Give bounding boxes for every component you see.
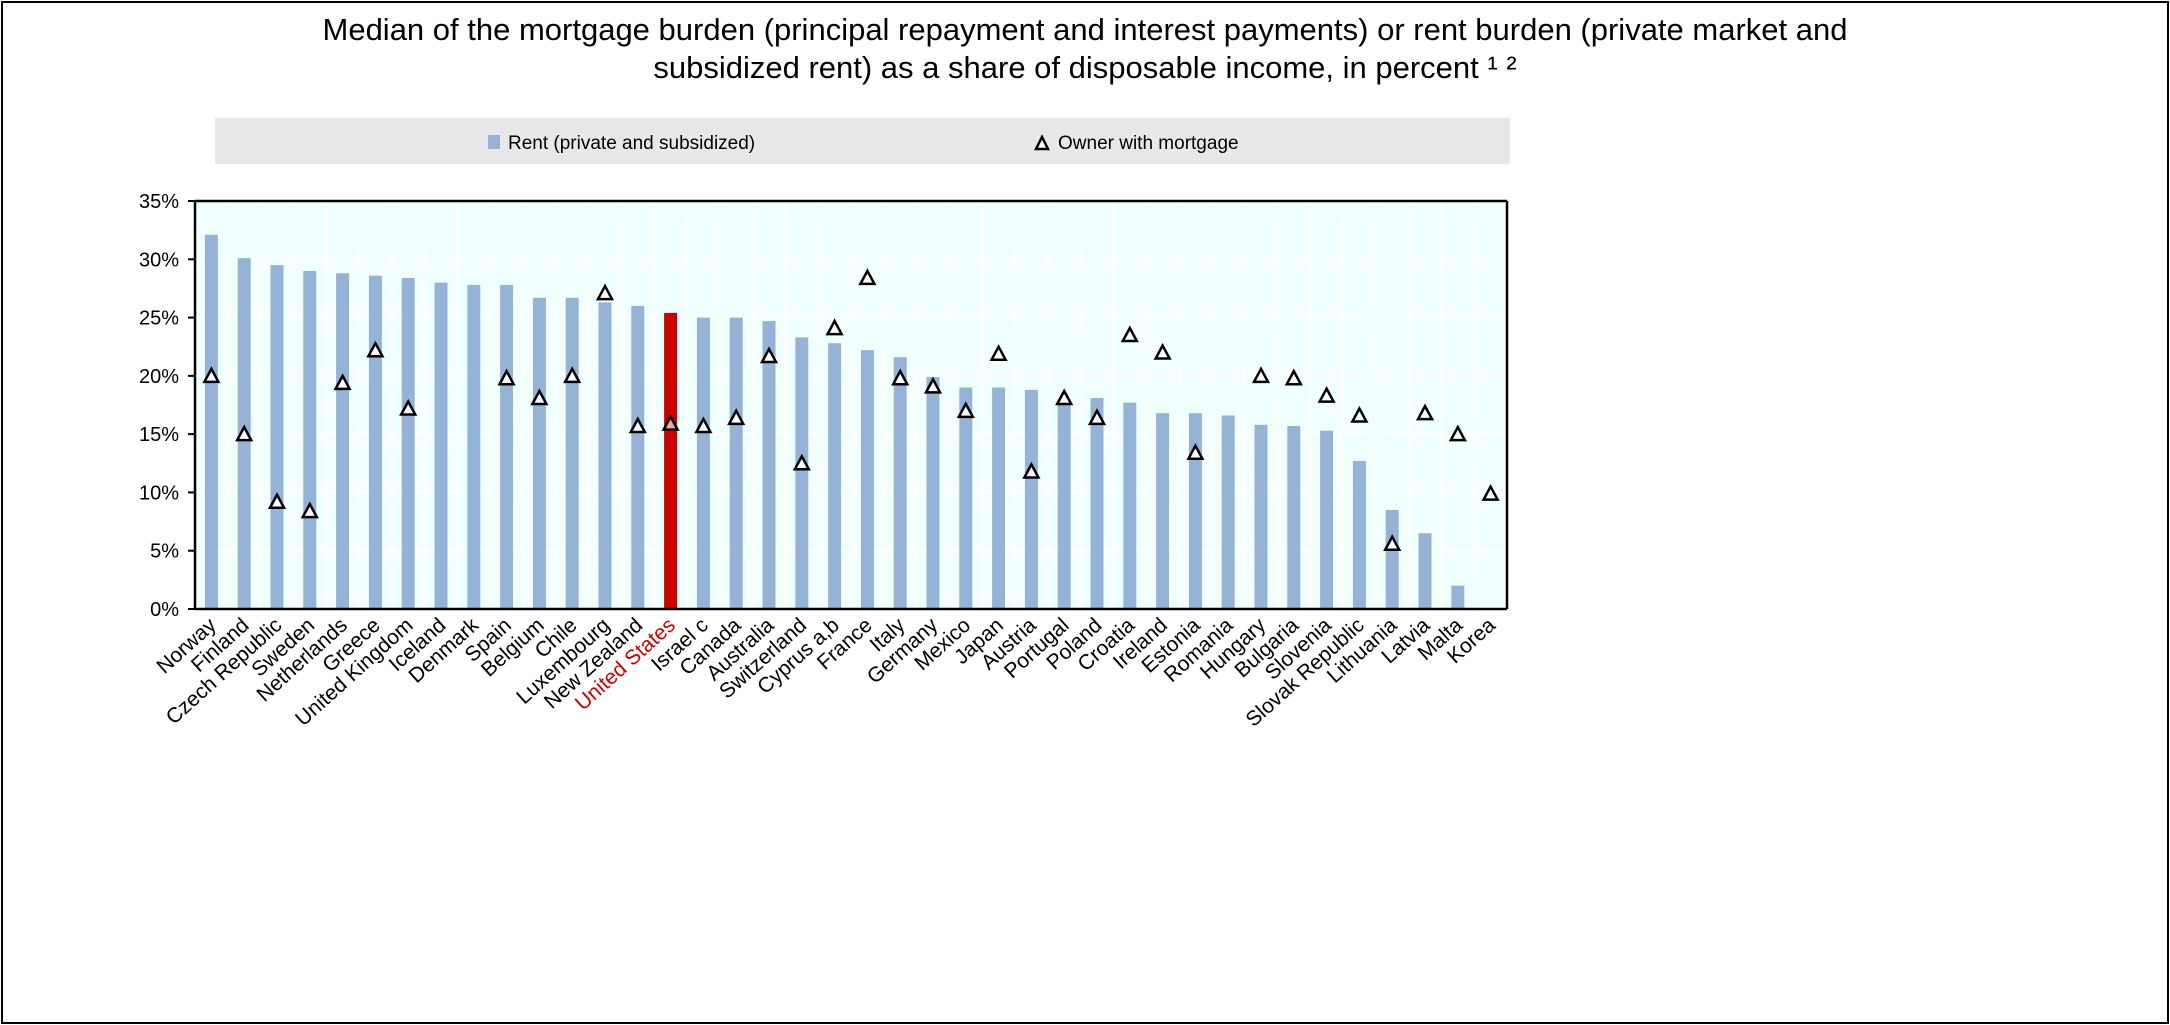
bar bbox=[434, 282, 448, 609]
bar bbox=[959, 387, 973, 609]
triangle-marker bbox=[267, 492, 287, 510]
bar bbox=[860, 350, 874, 609]
triangle-marker bbox=[825, 318, 844, 336]
bar bbox=[1188, 413, 1202, 609]
bar bbox=[762, 321, 776, 609]
triangle-marker bbox=[497, 368, 516, 386]
bar bbox=[303, 270, 317, 609]
triangle-marker bbox=[661, 414, 680, 431]
bar bbox=[1254, 424, 1268, 609]
triangle-marker bbox=[1251, 366, 1271, 384]
triangle-marker bbox=[530, 388, 549, 406]
bar bbox=[1320, 430, 1334, 609]
chart-title-line-1: Median of the mortgage burden (principal… bbox=[323, 12, 1848, 47]
bar bbox=[1287, 425, 1301, 609]
bar bbox=[1418, 533, 1432, 609]
y-tick-label: 15% bbox=[139, 424, 179, 446]
bar bbox=[1385, 509, 1399, 609]
triangle-marker bbox=[1350, 405, 1369, 423]
bar bbox=[204, 234, 218, 609]
bar bbox=[1451, 585, 1465, 609]
y-tick-label: 0% bbox=[150, 599, 179, 621]
triangle-marker bbox=[1383, 534, 1402, 551]
triangle-marker bbox=[956, 401, 975, 419]
bar bbox=[696, 317, 710, 609]
bar bbox=[631, 305, 645, 609]
triangle-marker bbox=[1186, 443, 1205, 461]
bar bbox=[1221, 415, 1235, 609]
triangle-marker bbox=[858, 268, 877, 286]
triangle-marker bbox=[923, 376, 943, 394]
triangle-marker bbox=[1448, 424, 1467, 442]
legend-box bbox=[215, 118, 1510, 164]
legend-swatch-rent bbox=[488, 135, 500, 149]
triangle-marker bbox=[366, 340, 385, 358]
y-tick-label: 30% bbox=[139, 249, 179, 271]
triangle-marker bbox=[1284, 368, 1303, 386]
bar bbox=[926, 377, 940, 609]
triangle-marker bbox=[989, 344, 1008, 361]
bar bbox=[1123, 402, 1137, 609]
bar bbox=[1057, 399, 1071, 609]
triangle-marker bbox=[727, 408, 746, 426]
bar bbox=[992, 387, 1006, 609]
bar bbox=[565, 297, 579, 609]
triangle-marker bbox=[1317, 386, 1336, 403]
bar bbox=[795, 337, 809, 609]
triangle-marker bbox=[891, 368, 910, 386]
bar bbox=[500, 284, 514, 609]
triangle-marker bbox=[202, 366, 221, 384]
bar bbox=[270, 265, 284, 609]
y-tick-label: 10% bbox=[139, 482, 179, 504]
triangle-marker bbox=[563, 366, 582, 384]
triangle-marker bbox=[300, 501, 319, 519]
triangle-marker bbox=[1415, 403, 1435, 421]
legend-label-mortgage: Owner with mortgage bbox=[1058, 133, 1239, 154]
triangle-marker bbox=[1120, 325, 1139, 343]
triangle-marker bbox=[595, 283, 615, 301]
triangle-marker bbox=[1481, 483, 1500, 501]
triangle-marker bbox=[628, 416, 647, 434]
triangle-marker bbox=[1022, 461, 1041, 479]
y-tick-label: 20% bbox=[139, 366, 179, 388]
bar bbox=[828, 343, 842, 609]
chart-title-line-2: subsidized rent) as a share of disposabl… bbox=[653, 50, 1516, 85]
legend-triangle-icon bbox=[1033, 134, 1051, 151]
triangle-marker bbox=[759, 346, 779, 364]
y-tick-label: 35% bbox=[139, 191, 179, 213]
triangle-marker bbox=[235, 424, 254, 442]
triangle-marker bbox=[333, 373, 352, 391]
bar bbox=[729, 317, 743, 609]
legend-label-rent: Rent (private and subsidized) bbox=[508, 133, 755, 154]
triangle-marker bbox=[1087, 408, 1107, 426]
bar bbox=[336, 273, 350, 609]
bar bbox=[368, 275, 382, 609]
bar bbox=[532, 297, 546, 609]
bar bbox=[1352, 460, 1366, 609]
bar bbox=[401, 277, 415, 609]
bar bbox=[1156, 413, 1170, 609]
bar bbox=[893, 357, 907, 609]
bar bbox=[598, 302, 612, 609]
triangle-marker bbox=[1055, 388, 1074, 406]
bar bbox=[467, 284, 481, 609]
y-tick-label: 5% bbox=[150, 541, 179, 563]
triangle-marker bbox=[694, 416, 713, 434]
y-tick-label: 25% bbox=[139, 308, 179, 330]
bar-highlight bbox=[664, 312, 678, 609]
triangle-marker bbox=[399, 398, 418, 416]
triangle-marker bbox=[792, 453, 811, 471]
bar bbox=[1024, 389, 1038, 609]
triangle-marker bbox=[1153, 342, 1172, 360]
bar bbox=[1090, 398, 1104, 609]
